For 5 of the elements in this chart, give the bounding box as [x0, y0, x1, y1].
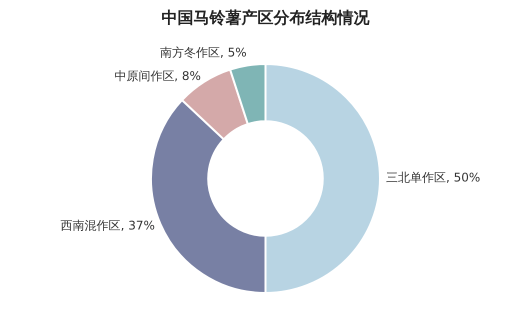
slice-label: 南方冬作区, 5% [160, 46, 247, 60]
chart-title: 中国马铃薯产区分布结构情况 [160, 8, 370, 29]
slice-label: 中原间作区, 8% [114, 68, 201, 83]
slice-label: 三北单作区, 50% [386, 170, 480, 185]
slice-label: 西南混作区, 37% [60, 218, 155, 232]
